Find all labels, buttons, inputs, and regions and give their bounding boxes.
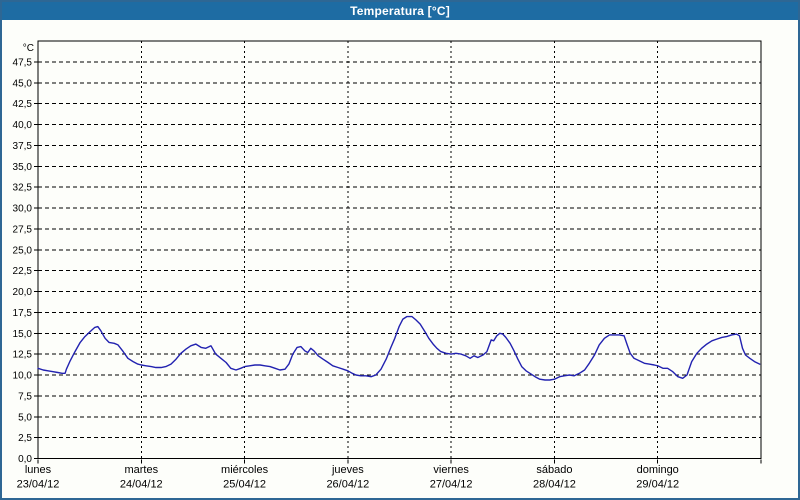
- y-tick-label: 10,0: [13, 371, 33, 382]
- x-day-date-label: 27/04/12: [430, 479, 473, 491]
- y-tick-label: 17,5: [13, 308, 33, 319]
- y-tick-label: 45,0: [13, 78, 33, 89]
- x-day-name-label: viernes: [433, 464, 469, 476]
- temperature-line: [37, 315, 761, 381]
- y-tick-label: 32,5: [13, 183, 33, 194]
- y-tick-label: 35,0: [13, 162, 33, 173]
- x-day-date-label: 28/04/12: [533, 479, 576, 491]
- y-axis-unit-label: °C: [23, 43, 34, 54]
- y-tick-label: 47,5: [13, 57, 33, 68]
- x-day-name-label: martes: [124, 464, 158, 476]
- window-title-bar[interactable]: Temperatura [°C]: [2, 2, 798, 20]
- y-tick-label: 0,0: [18, 454, 32, 465]
- y-axis-labels: 0,0 2,5 5,0 7,5 10,0 12,5 15,0 17,5 20,0 22,5 25,0…: [13, 43, 34, 465]
- x-day-name-label: jueves: [331, 464, 364, 476]
- y-tick-label: 27,5: [13, 224, 33, 235]
- y-tick-label: 5,0: [18, 412, 32, 423]
- x-day-date-label: 26/04/12: [326, 479, 369, 491]
- plot-border: [37, 40, 762, 459]
- axis-ticks: [34, 61, 762, 464]
- y-tick-label: 40,0: [13, 120, 33, 131]
- y-tick-label: 25,0: [13, 245, 33, 256]
- x-day-name-label: lunes: [25, 464, 52, 476]
- y-tick-label: 22,5: [13, 266, 33, 277]
- y-tick-label: 37,5: [13, 141, 33, 152]
- gridlines: [38, 41, 761, 459]
- x-day-date-label: 23/04/12: [17, 479, 60, 491]
- y-tick-label: 2,5: [18, 433, 32, 444]
- y-tick-label: 15,0: [13, 329, 33, 340]
- x-day-name-label: sábado: [536, 464, 572, 476]
- window-title: Temperatura [°C]: [350, 4, 450, 18]
- y-tick-label: 7,5: [18, 391, 32, 402]
- x-day-name-label: domingo: [637, 464, 679, 476]
- x-day-name-label: miércoles: [221, 464, 269, 476]
- y-tick-label: 12,5: [13, 350, 33, 361]
- temperature-chart: 0,0 2,5 5,0 7,5 10,0 12,5 15,0 17,5 20,0 22,5 25,0…: [13, 40, 762, 491]
- x-day-date-label: 24/04/12: [120, 479, 163, 491]
- chart-container: 0,0 2,5 5,0 7,5 10,0 12,5 15,0 17,5 20,0 22,5 25,0…: [2, 20, 798, 498]
- x-day-date-label: 25/04/12: [223, 479, 266, 491]
- y-tick-label: 20,0: [13, 287, 33, 298]
- y-tick-label: 42,5: [13, 99, 33, 110]
- x-axis-labels: lunes 23/04/12 martes 24/04/12 miércoles 25/0…: [17, 464, 680, 491]
- y-tick-label: 30,0: [13, 204, 33, 215]
- x-day-date-label: 29/04/12: [636, 479, 679, 491]
